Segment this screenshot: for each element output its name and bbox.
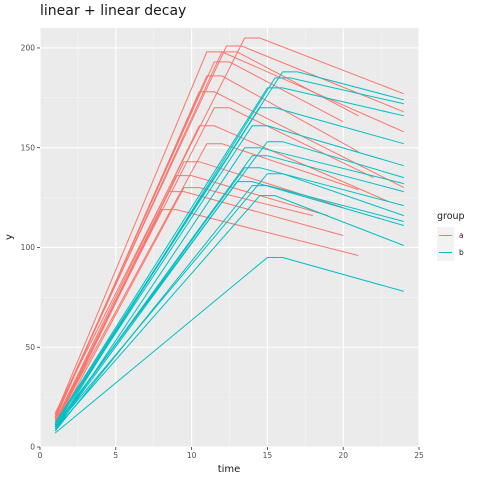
series-line-b xyxy=(54,167,404,428)
legend-label-b: b xyxy=(459,248,464,257)
x-tick-label: 20 xyxy=(338,451,348,460)
x-tick-label: 10 xyxy=(187,451,197,460)
y-axis-ticks: 0 50 100 150 200 xyxy=(21,44,40,452)
series-line-a xyxy=(54,125,389,422)
x-axis-ticks: 0 5 10 15 20 25 xyxy=(38,447,424,460)
series-line-a xyxy=(54,91,405,420)
y-tick-label: 200 xyxy=(21,44,36,53)
y-axis-title: y xyxy=(4,234,15,240)
series-line-b xyxy=(54,87,404,424)
x-axis-title: time xyxy=(218,464,241,475)
series-line-b xyxy=(54,181,404,430)
series-line-a xyxy=(54,187,314,428)
legend: group ab xyxy=(437,211,465,261)
series-line-a xyxy=(54,143,359,424)
series-line-b xyxy=(54,77,404,430)
series-line-a xyxy=(54,191,344,426)
x-tick-label: 5 xyxy=(113,451,118,460)
y-tick-label: 0 xyxy=(30,443,35,452)
series-line-b xyxy=(54,195,404,430)
y-tick-label: 50 xyxy=(25,343,35,352)
series-line-b xyxy=(54,173,404,428)
x-tick-label: 0 xyxy=(38,451,43,460)
legend-title: group xyxy=(437,211,465,222)
series-line-b xyxy=(54,257,404,434)
series-line-b xyxy=(54,155,404,428)
series-line-b xyxy=(54,185,404,432)
series-line-b xyxy=(54,141,404,426)
series-line-b xyxy=(54,147,404,432)
series-line-a xyxy=(54,37,404,414)
grid xyxy=(39,28,420,448)
chart-title: linear + linear decay xyxy=(40,3,186,19)
series-lines xyxy=(54,37,405,434)
series-line-b xyxy=(54,125,404,426)
x-tick-label: 25 xyxy=(414,451,424,460)
legend-label-a: a xyxy=(459,231,464,240)
x-tick-label: 15 xyxy=(263,451,273,460)
series-line-a xyxy=(54,51,359,418)
y-tick-label: 100 xyxy=(21,243,36,252)
y-tick-label: 150 xyxy=(21,143,36,152)
series-line-a xyxy=(54,209,359,428)
